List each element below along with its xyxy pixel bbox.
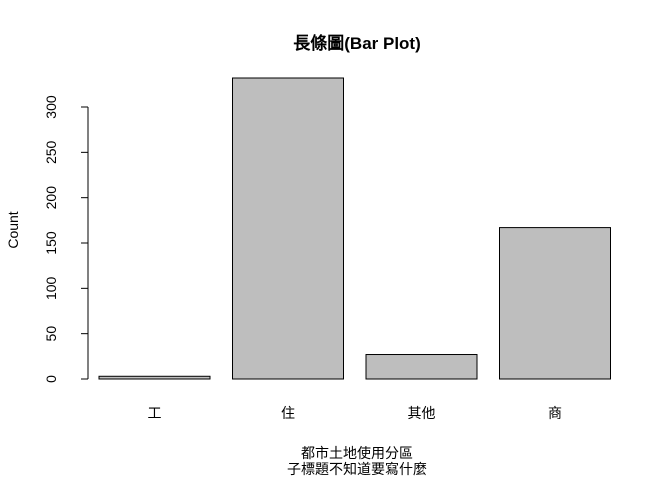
y-tick-label: 300 [43,95,59,119]
bar [499,227,611,380]
bars-group [98,77,611,380]
x-tick-labels: 工 住 其他 商 [148,405,563,421]
x-tick-label: 其他 [408,405,436,421]
y-tick-label: 50 [43,326,59,342]
y-axis: 0 50 100 150 200 250 300 [43,95,89,383]
x-tick-label: 住 [281,405,295,421]
y-tick-label: 200 [43,186,59,210]
y-tick-label: 150 [43,231,59,255]
bar [98,375,211,380]
x-axis-label: 都市土地使用分區 [301,445,413,461]
y-tick-label: 100 [43,276,59,300]
x-tick-label: 工 [148,405,162,421]
chart-title: 長條圖(Bar Plot) [293,33,421,53]
y-axis-label: Count [5,211,21,248]
y-tick-label: 0 [43,375,59,383]
x-tick-label: 商 [548,405,562,421]
chart-subtitle: 子標題不知道要寫什麼 [287,461,427,477]
bar [232,77,344,380]
y-tick-label: 250 [43,140,59,164]
bar [365,354,478,380]
